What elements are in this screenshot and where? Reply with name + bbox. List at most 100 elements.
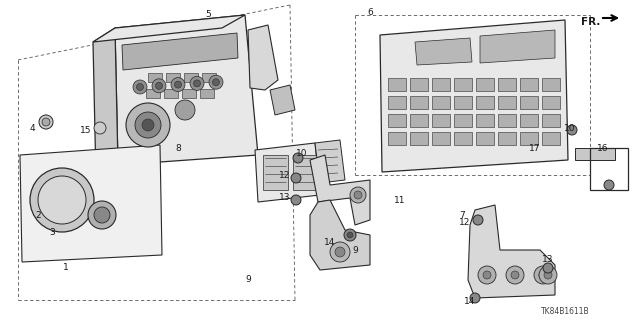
Text: 14: 14 xyxy=(464,298,476,307)
Circle shape xyxy=(544,271,552,279)
Polygon shape xyxy=(115,15,258,165)
Bar xyxy=(432,78,450,91)
Text: 13: 13 xyxy=(542,255,554,265)
Bar xyxy=(263,155,288,190)
Bar xyxy=(476,114,494,127)
Bar xyxy=(410,96,428,109)
Bar xyxy=(432,132,450,145)
Circle shape xyxy=(470,293,480,303)
Bar xyxy=(184,73,198,82)
Circle shape xyxy=(483,271,491,279)
Bar xyxy=(454,132,472,145)
Circle shape xyxy=(94,207,110,223)
Circle shape xyxy=(330,242,350,262)
Bar xyxy=(388,132,406,145)
Polygon shape xyxy=(415,38,472,65)
Text: 13: 13 xyxy=(279,193,291,202)
Bar xyxy=(388,114,406,127)
Bar xyxy=(590,148,628,190)
Circle shape xyxy=(126,103,170,147)
Circle shape xyxy=(212,79,220,86)
Text: 4: 4 xyxy=(29,124,35,132)
Circle shape xyxy=(39,115,53,129)
Text: 9: 9 xyxy=(245,276,251,284)
Bar xyxy=(454,114,472,127)
Polygon shape xyxy=(468,205,555,298)
Bar xyxy=(520,132,538,145)
Text: 15: 15 xyxy=(80,125,92,134)
Bar xyxy=(388,96,406,109)
Bar xyxy=(498,114,516,127)
Bar xyxy=(520,114,538,127)
Text: 9: 9 xyxy=(352,245,358,254)
Text: 12: 12 xyxy=(279,171,291,180)
Bar xyxy=(388,78,406,91)
Circle shape xyxy=(567,125,577,135)
Bar xyxy=(293,155,318,190)
Bar xyxy=(520,78,538,91)
Circle shape xyxy=(534,266,552,284)
Bar xyxy=(146,89,160,98)
Circle shape xyxy=(156,82,163,89)
Text: FR.: FR. xyxy=(581,17,601,27)
Bar xyxy=(166,73,180,82)
Text: 6: 6 xyxy=(367,7,373,17)
Circle shape xyxy=(171,78,185,92)
Bar xyxy=(542,96,560,109)
Circle shape xyxy=(291,173,301,183)
Circle shape xyxy=(136,84,143,91)
Circle shape xyxy=(604,180,614,190)
Polygon shape xyxy=(97,205,103,212)
Circle shape xyxy=(478,266,496,284)
Bar xyxy=(148,73,162,82)
Text: 7: 7 xyxy=(459,211,465,220)
Circle shape xyxy=(347,232,353,238)
Circle shape xyxy=(539,266,557,284)
Circle shape xyxy=(350,187,366,203)
Circle shape xyxy=(209,75,223,89)
Circle shape xyxy=(38,176,86,224)
Text: 14: 14 xyxy=(324,237,336,246)
Circle shape xyxy=(175,81,182,88)
Bar xyxy=(200,89,214,98)
Bar xyxy=(476,132,494,145)
Polygon shape xyxy=(315,140,345,183)
Bar xyxy=(520,96,538,109)
Text: 11: 11 xyxy=(394,196,406,204)
Bar xyxy=(476,96,494,109)
Circle shape xyxy=(291,195,301,205)
Circle shape xyxy=(42,118,50,126)
Bar xyxy=(498,78,516,91)
Circle shape xyxy=(511,271,519,279)
Polygon shape xyxy=(248,25,278,90)
Bar xyxy=(542,132,560,145)
Text: 3: 3 xyxy=(49,228,55,236)
Text: 12: 12 xyxy=(460,218,470,227)
Polygon shape xyxy=(480,30,555,63)
Text: 5: 5 xyxy=(205,10,211,19)
Circle shape xyxy=(30,168,94,232)
Circle shape xyxy=(88,201,116,229)
Bar xyxy=(454,78,472,91)
Polygon shape xyxy=(122,33,238,70)
Bar xyxy=(542,78,560,91)
Circle shape xyxy=(354,191,362,199)
Bar xyxy=(498,132,516,145)
Circle shape xyxy=(293,153,303,163)
Bar xyxy=(575,148,615,160)
Text: 1: 1 xyxy=(63,263,69,273)
Circle shape xyxy=(135,112,161,138)
Text: 10: 10 xyxy=(564,124,576,132)
Circle shape xyxy=(142,119,154,131)
Text: 2: 2 xyxy=(35,211,41,220)
Bar xyxy=(410,132,428,145)
Polygon shape xyxy=(310,155,370,225)
Bar xyxy=(476,78,494,91)
Circle shape xyxy=(335,247,345,257)
Bar xyxy=(454,96,472,109)
Circle shape xyxy=(543,263,553,273)
Bar xyxy=(182,89,196,98)
Text: 16: 16 xyxy=(597,143,609,153)
Polygon shape xyxy=(255,143,320,202)
Polygon shape xyxy=(270,85,295,115)
